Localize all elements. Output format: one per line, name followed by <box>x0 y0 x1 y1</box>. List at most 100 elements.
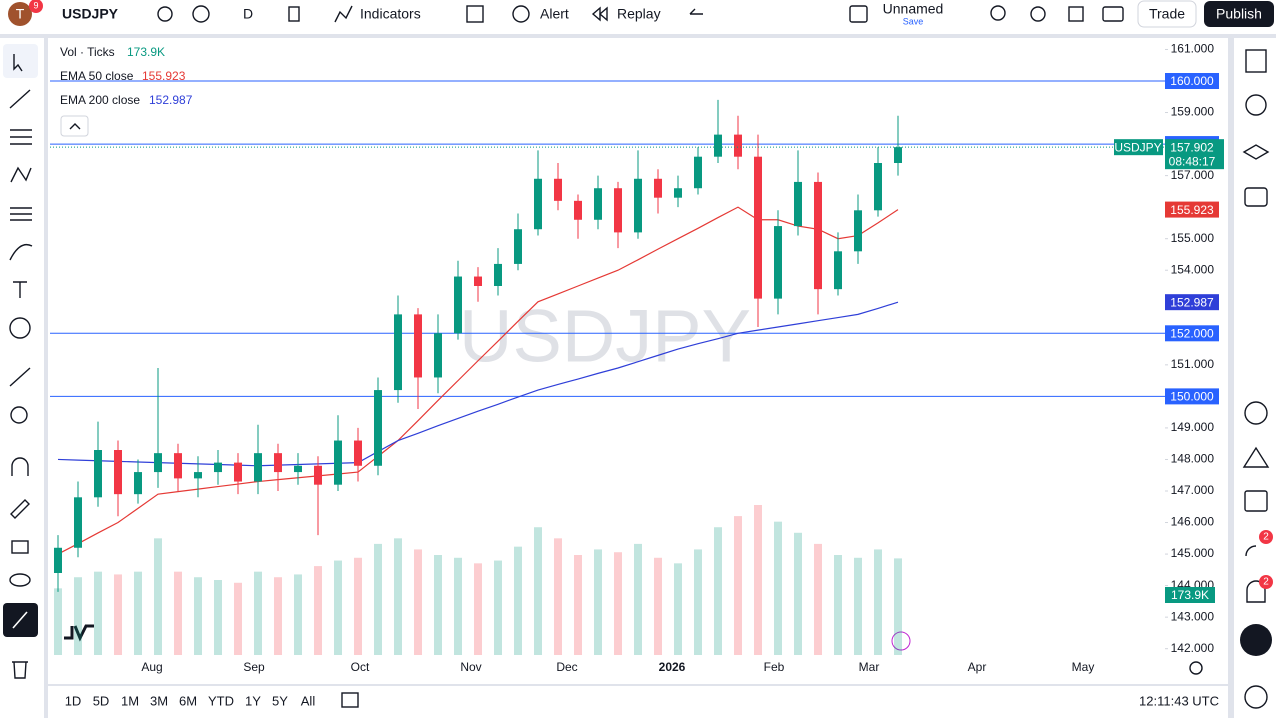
chat-icon[interactable] <box>1244 187 1268 207</box>
publish-button[interactable] <box>1204 1 1274 27</box>
cursor-selected[interactable] <box>3 44 38 78</box>
brush-tool[interactable] <box>9 243 33 261</box>
volume-bar <box>554 538 562 655</box>
range-button[interactable]: 3M <box>150 693 168 708</box>
y-tick-label: 155.000 <box>1171 231 1215 245</box>
candle-body <box>514 229 522 264</box>
emoji-tool[interactable] <box>9 317 31 339</box>
replay-button[interactable]: Replay <box>617 6 661 22</box>
volume-bar <box>774 521 782 655</box>
bottom-bar <box>48 686 1228 718</box>
line-tool[interactable] <box>9 89 31 109</box>
avatar[interactable] <box>8 2 32 26</box>
layout-icon[interactable] <box>849 5 868 23</box>
layout-name[interactable]: Unnamed <box>883 1 944 17</box>
stream-icon[interactable] <box>1245 545 1257 557</box>
drawing-tools <box>3 44 38 679</box>
volume-bar <box>494 560 502 655</box>
alert-button[interactable]: Alert <box>540 6 569 22</box>
x-tick-label: Apr <box>968 660 987 674</box>
magnet-tool[interactable] <box>11 457 29 476</box>
candle-body <box>374 390 382 466</box>
plot: 161.000 159.000 157.000 155.000 154.000 151.0… <box>50 42 1224 674</box>
candle-body <box>214 462 222 473</box>
volume-bar <box>814 543 822 655</box>
link-tool[interactable] <box>12 611 28 629</box>
y-tick-label: 159.000 <box>1171 105 1215 119</box>
date-range-icon[interactable] <box>341 692 359 708</box>
notifications-icon[interactable] <box>1246 580 1266 603</box>
candle-body <box>394 314 402 391</box>
chart-type-icon[interactable] <box>288 6 300 22</box>
candle-body <box>274 453 282 473</box>
right-sidebar <box>1234 38 1276 718</box>
candle-body <box>674 188 682 198</box>
target-icon[interactable] <box>1244 401 1268 425</box>
fullscreen-icon[interactable] <box>1068 6 1084 22</box>
lightning-icon[interactable] <box>891 631 911 651</box>
range-button[interactable]: 5Y <box>272 693 288 708</box>
y-tick-label: 151.000 <box>1171 357 1215 371</box>
volume-bar <box>854 557 862 655</box>
ema-badge-label: 152.987 <box>1170 295 1214 309</box>
axis-settings-icon[interactable] <box>1189 661 1203 675</box>
fib-tool[interactable] <box>10 129 32 145</box>
range-button[interactable]: 5D <box>93 693 110 708</box>
ideas-icon[interactable] <box>1242 446 1270 468</box>
badge <box>1259 530 1273 544</box>
replay-icon <box>591 6 608 22</box>
delete-tool[interactable] <box>12 661 28 679</box>
level-label: 152.000 <box>1170 326 1214 340</box>
trade-button[interactable] <box>1137 0 1197 28</box>
legend-ema50: EMA 50 close <box>60 69 134 83</box>
calendar-icon[interactable] <box>1244 490 1268 512</box>
ema-badge-label: 155.923 <box>1170 203 1214 217</box>
zoom-tool[interactable] <box>10 406 28 424</box>
indicators-button[interactable]: Indicators <box>360 6 421 22</box>
compare-icon[interactable] <box>157 6 173 22</box>
range-button[interactable]: 1D <box>65 693 82 708</box>
hide-tool[interactable] <box>9 573 31 587</box>
stay-drawing-tool[interactable] <box>10 499 30 519</box>
x-tick-label: May <box>1072 660 1095 674</box>
pattern-tool[interactable] <box>10 166 32 183</box>
forecast-tool[interactable] <box>10 207 32 221</box>
alerts-icon[interactable] <box>1245 94 1267 116</box>
volume-bar <box>294 574 302 655</box>
apps-icon[interactable] <box>1240 624 1272 656</box>
watchlist-icon[interactable] <box>1245 49 1267 73</box>
avatar-letter: T <box>16 6 25 22</box>
candle-body <box>594 188 602 220</box>
x-tick-label: Nov <box>460 660 481 674</box>
settings-icon[interactable] <box>1030 6 1046 22</box>
range-button[interactable]: YTD <box>208 693 234 708</box>
volume-bar <box>714 527 722 655</box>
badge <box>1259 575 1273 589</box>
volume-bar <box>474 563 482 655</box>
range-button[interactable]: 6M <box>179 693 197 708</box>
symbol-button[interactable]: USDJPY <box>62 6 119 22</box>
candle-body <box>194 472 202 479</box>
cursor-tool[interactable] <box>13 54 23 72</box>
ema-badge <box>1165 294 1219 311</box>
search-icon[interactable] <box>990 5 1006 21</box>
text-tool[interactable] <box>13 281 27 298</box>
help-icon[interactable] <box>1244 685 1268 709</box>
range-button[interactable]: 1M <box>121 693 139 708</box>
snapshot-icon[interactable] <box>1102 6 1124 22</box>
lock-tool[interactable] <box>11 540 29 554</box>
layers-icon[interactable] <box>1242 144 1270 160</box>
ruler-tool[interactable] <box>9 367 31 387</box>
legend-collapse[interactable] <box>60 115 89 137</box>
save-label[interactable]: Save <box>903 16 924 26</box>
interval-button[interactable]: D <box>243 6 253 22</box>
volume-bar <box>94 571 102 655</box>
undo-icon[interactable] <box>689 8 703 15</box>
volume-bar <box>694 549 702 655</box>
range-button[interactable]: 1Y <box>245 693 261 708</box>
range-button[interactable]: All <box>301 693 316 708</box>
add-icon[interactable] <box>192 5 210 23</box>
level-badge <box>1165 325 1219 342</box>
candle-body <box>494 263 502 286</box>
templates-icon[interactable] <box>466 5 484 23</box>
